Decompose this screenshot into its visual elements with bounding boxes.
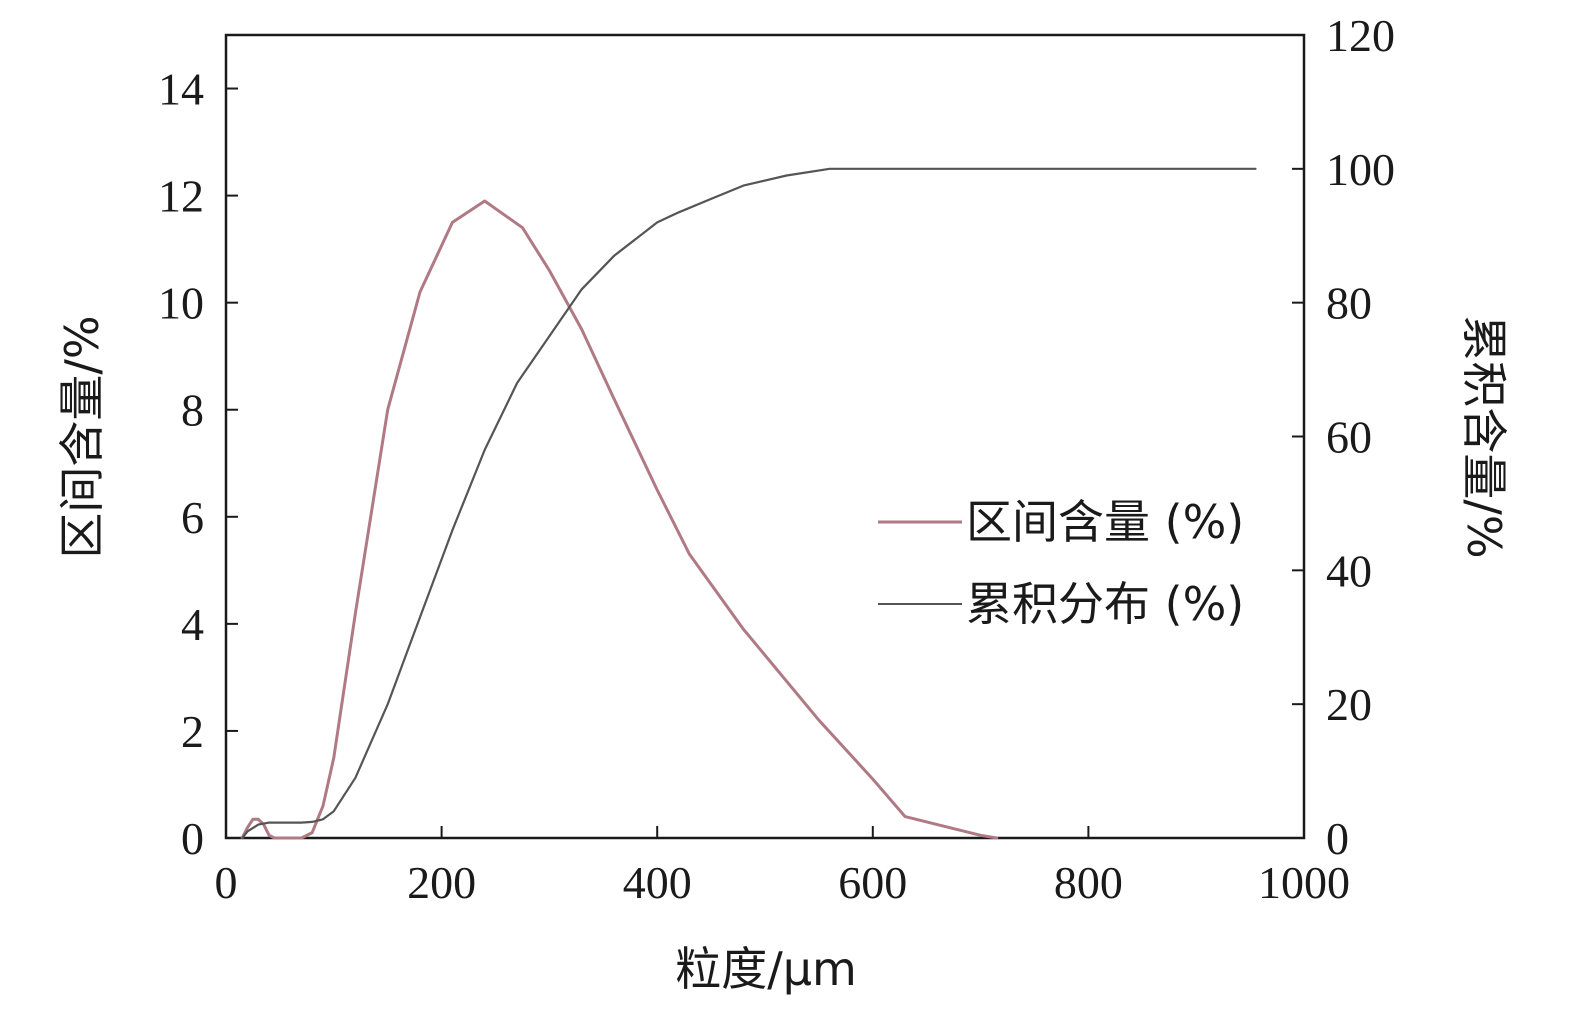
legend: 区间含量 (%) 累积分布 (%) xyxy=(878,495,1244,631)
left-y-tick-label: 10 xyxy=(158,278,204,329)
left-y-tick-label: 14 xyxy=(158,64,204,115)
legend-label-interval: 区间含量 (%) xyxy=(966,495,1244,549)
right-y-tick-label: 0 xyxy=(1326,813,1349,864)
left-y-axis-ticks: 0 2 4 6 8 10 12 14 xyxy=(158,64,238,864)
right-y-tick-label: 20 xyxy=(1326,679,1372,730)
x-tick-label: 200 xyxy=(407,857,476,908)
left-y-tick-label: 8 xyxy=(181,385,204,436)
right-y-axis-title: 累积含量/% xyxy=(1457,315,1511,558)
left-y-axis-title: 区间含量/% xyxy=(55,315,109,558)
x-axis-ticks: 0 200 400 600 800 1000 xyxy=(215,826,1350,908)
series-line-interval xyxy=(240,199,999,840)
series-line-cumulative xyxy=(241,167,1257,840)
right-y-tick-label: 80 xyxy=(1326,278,1372,329)
left-y-tick-label: 12 xyxy=(158,171,204,222)
x-axis-title: 粒度/μm xyxy=(675,942,857,996)
right-y-tick-label: 100 xyxy=(1326,144,1395,195)
legend-label-cumulative: 累积分布 (%) xyxy=(966,577,1244,631)
left-y-tick-label: 0 xyxy=(181,813,204,864)
x-tick-label: 400 xyxy=(623,857,692,908)
left-y-tick-label: 4 xyxy=(181,599,204,650)
left-y-tick-label: 2 xyxy=(181,706,204,757)
x-tick-label: 1000 xyxy=(1258,857,1350,908)
right-y-tick-label: 60 xyxy=(1326,412,1372,463)
series-layer xyxy=(240,167,1257,840)
plot-area-border xyxy=(224,33,1306,840)
right-y-tick-label: 120 xyxy=(1326,10,1395,61)
left-y-tick-label: 6 xyxy=(181,492,204,543)
x-tick-label: 0 xyxy=(215,857,238,908)
x-tick-label: 600 xyxy=(838,857,907,908)
right-y-tick-label: 40 xyxy=(1326,545,1372,596)
plot-frame xyxy=(224,33,1306,840)
x-tick-label: 800 xyxy=(1054,857,1123,908)
right-y-axis-ticks: 0 20 40 60 80 100 120 xyxy=(1292,10,1395,864)
